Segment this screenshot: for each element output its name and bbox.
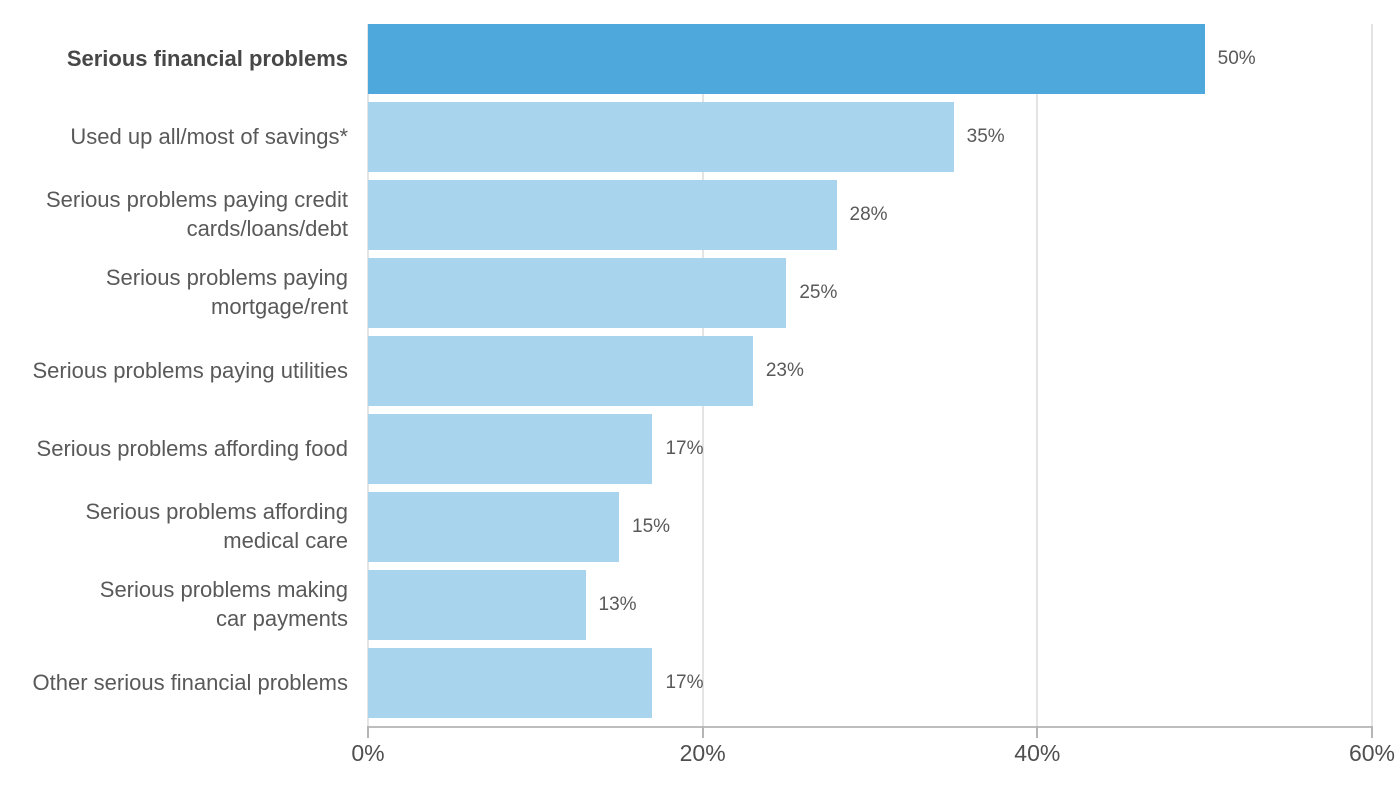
bar-row: Serious problems paying mortgage/rent 25% [0,258,1400,336]
bar-row: Serious financial problems 50% [0,24,1400,102]
bar-track: 23% [368,336,1372,406]
value-label: 28% [849,204,888,225]
bar-row: Other serious financial problems 17% [0,648,1400,726]
value-label: 17% [665,438,704,459]
bar-track: 25% [368,258,1372,328]
category-label: Serious problems paying utilities [32,357,349,383]
category-label: Used up all/most of savings* [70,123,348,149]
bar [368,336,753,406]
bar-track: 35% [368,102,1372,172]
bar-track: 50% [368,24,1372,94]
bar [368,570,586,640]
bar-track: 15% [368,492,1372,562]
bar [368,24,1205,94]
bar-row: Serious problems making car payments 13% [0,570,1400,648]
bar-row: Serious problems affording medical care 1… [0,492,1400,570]
bar-track: 17% [368,414,1372,484]
value-label: 35% [966,126,1005,147]
value-label: 13% [598,594,637,615]
bar [368,414,653,484]
gridline-40 [1036,24,1039,726]
bar-row: Used up all/most of savings* 35% [0,102,1400,180]
bar-row: Serious problems paying utilities 23% [0,336,1400,414]
bar [368,492,619,562]
bar-row: Serious problems affording food 17% [0,414,1400,492]
bar-track: 13% [368,570,1372,640]
value-label: 15% [632,516,671,537]
category-label: Serious financial problems [66,45,348,71]
value-label: 23% [765,360,804,381]
bar-track: 28% [368,180,1372,250]
category-label: Serious problems affording food [36,435,348,461]
category-label: Serious problems making car payments [99,577,348,631]
bar [368,180,837,250]
category-label: Serious problems paying credit cards/loa… [45,187,348,241]
value-label: 25% [799,282,838,303]
bar [368,102,954,172]
bar-rows: Serious financial problems 50% Used up all… [0,24,1400,726]
gridline-60 [1371,24,1373,726]
category-label: Serious problems affording medical care [85,499,348,553]
bar [368,258,787,328]
bar-track: 17% [368,648,1372,718]
value-label: 17% [665,672,704,693]
value-label: 50% [1217,48,1256,69]
category-label: Serious problems paying mortgage/rent [105,265,348,319]
bar-row: Serious problems paying credit cards/loa… [0,180,1400,258]
bar [368,648,653,718]
category-label: Other serious financial problems [32,669,348,695]
